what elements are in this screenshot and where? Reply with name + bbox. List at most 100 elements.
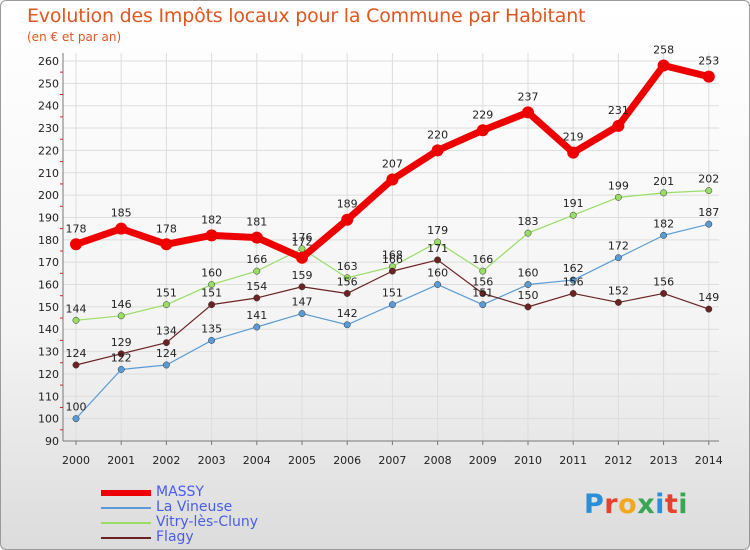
y-tick-label: 260 [38,55,59,68]
data-label: 181 [246,216,267,229]
data-label: 163 [337,260,358,273]
y-tick-label: 140 [38,323,59,336]
x-tick-label: 2004 [243,454,271,467]
data-point [117,366,125,373]
data-point [117,350,125,358]
data-point [569,276,577,284]
data-label: 152 [608,284,629,297]
data-label: 189 [337,198,358,211]
data-label: 172 [292,236,313,249]
legend-item: Vitry-lès-Cluny [101,514,341,530]
axes: 90 100 110 120 130 140 150 160 170 180 190 200 210 22… [38,53,723,467]
y-tick-label: 230 [38,122,59,135]
data-point [705,305,713,313]
data-point [253,294,261,302]
data-label: 150 [518,289,539,302]
data-label: 171 [427,242,448,255]
data-label: 201 [653,175,674,188]
data-label: 146 [111,298,132,311]
x-tick-label: 2006 [333,454,361,467]
data-label: 156 [337,275,358,288]
data-label: 149 [698,291,719,304]
data-label: 151 [201,287,222,300]
data-label: 172 [608,240,629,253]
x-tick-label: 2009 [469,454,497,467]
chart-subtitle: (en € et par an) [27,30,122,44]
data-label: 100 [66,401,87,414]
data-label: 142 [337,307,358,320]
y-tick-label: 250 [38,77,59,90]
data-label: 182 [653,217,674,230]
legend-label: Vitry-lès-Cluny [156,514,259,530]
data-label: 135 [201,322,222,335]
data-label: 179 [427,224,448,237]
data-point [567,146,580,159]
data-point [479,267,487,275]
data-point [298,283,306,291]
x-tick-label: 2001 [107,454,135,467]
data-point [614,298,622,306]
data-label: 237 [518,90,539,103]
y-tick-label: 240 [38,100,59,113]
proxiti-logo: Proxiti [584,489,689,520]
data-point [253,323,261,331]
data-label: 183 [518,215,539,228]
data-label: 160 [201,267,222,280]
data-label: 162 [563,262,584,275]
data-label: 156 [472,275,493,288]
data-point [162,361,170,369]
data-point [72,415,80,423]
y-tick-label: 190 [38,211,59,224]
data-point [208,336,216,344]
data-point [657,59,670,72]
data-label: 124 [66,347,87,360]
y-tick-label: 110 [38,390,59,403]
data-label: 166 [382,253,403,266]
data-point [160,238,173,251]
x-tick-label: 2014 [695,454,723,467]
data-point [705,220,713,228]
data-label: 202 [698,173,719,186]
data-point [298,310,306,318]
legend-item: La Vineuse [101,499,341,515]
data-point [660,290,668,297]
data-point [72,361,80,369]
data-label: 122 [111,351,132,364]
data-point [70,238,82,251]
data-point [569,290,577,297]
data-label: 185 [111,207,132,220]
x-tick-label: 2007 [378,454,406,467]
y-tick-label: 170 [38,256,59,269]
data-point [72,316,80,324]
data-label: 229 [472,108,493,121]
y-tick-label: 210 [38,167,59,180]
legend-swatch [101,507,151,509]
data-point [479,290,487,297]
data-point [614,193,622,201]
data-label: 187 [698,206,719,219]
legend-item: Flagy [101,529,341,545]
data-point [388,301,396,309]
data-point [614,254,622,262]
data-point [253,267,261,275]
data-point [434,238,442,246]
data-point [705,187,713,195]
y-tick-label: 130 [38,346,59,359]
data-point [343,290,351,297]
data-point [162,339,170,347]
x-tick-label: 2012 [604,454,632,467]
data-point [343,274,351,282]
data-label: 129 [111,336,132,349]
y-tick-label: 120 [38,368,59,381]
y-tick-label: 220 [38,144,59,157]
data-label: 151 [382,287,403,300]
data-point [386,173,399,186]
data-label: 144 [66,302,87,315]
x-tick-label: 2005 [288,454,316,467]
data-point [524,229,532,237]
x-tick-label: 2000 [62,454,90,467]
data-point [612,119,625,132]
legend-item: MASSY [101,484,341,500]
data-point [702,70,715,83]
